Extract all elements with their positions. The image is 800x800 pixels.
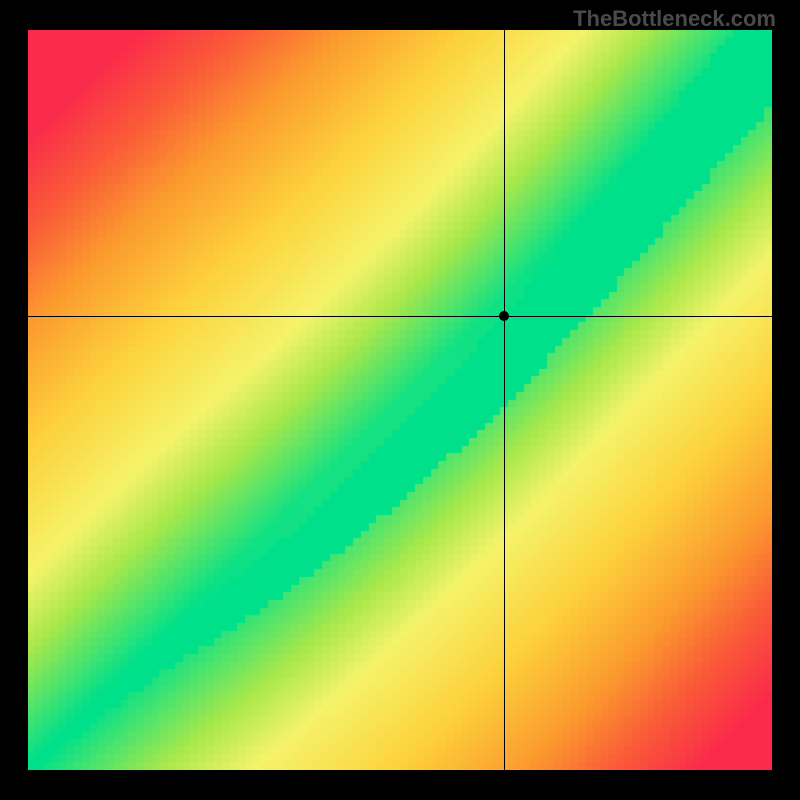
- crosshair-marker: [499, 311, 509, 321]
- attribution-text: TheBottleneck.com: [573, 6, 776, 32]
- bottleneck-heatmap: [28, 30, 772, 770]
- chart-container: TheBottleneck.com: [0, 0, 800, 800]
- crosshair-vertical: [504, 30, 505, 770]
- crosshair-horizontal: [28, 316, 772, 317]
